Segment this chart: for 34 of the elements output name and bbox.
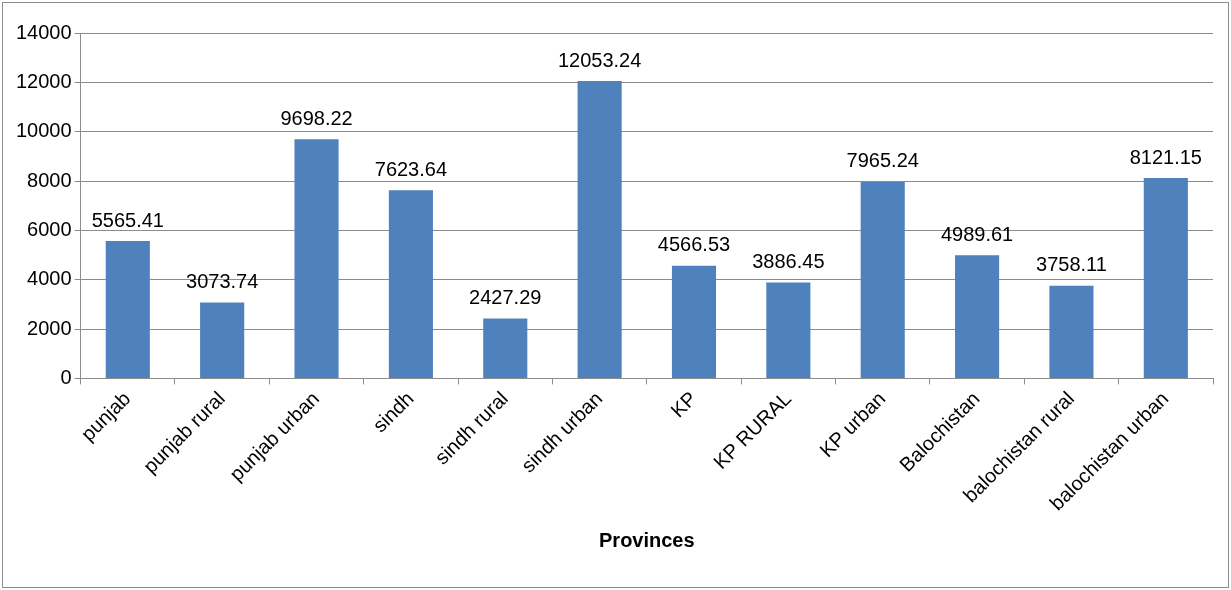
x-axis-title: Provinces [599,528,695,551]
bar [860,181,905,378]
y-tick-label: 0 [60,365,72,388]
data-label: 4566.53 [657,233,731,256]
data-label: 9698.22 [280,106,353,129]
y-tick-label: 8000 [27,168,72,191]
data-label: 3886.45 [752,250,825,273]
y-tick-label: 10000 [15,119,72,142]
bar [294,139,339,378]
data-label: 2427.29 [469,286,542,309]
bar [955,255,1000,378]
bar [388,190,433,378]
bar [1143,178,1188,378]
data-label: 3758.11 [1036,253,1107,276]
y-tick-label: 2000 [27,316,72,339]
y-tick-label: 12000 [15,69,72,92]
data-label: 5565.41 [91,208,164,231]
y-tick-label: 6000 [27,217,72,240]
bar [200,302,245,378]
bar [1049,285,1094,378]
data-label: 12053.24 [557,48,642,71]
data-label: 7965.24 [846,149,919,172]
data-label: 7623.64 [374,157,448,180]
bar [671,265,717,378]
x-tick-label: KP [666,387,701,422]
bar [577,81,622,378]
y-tick-label: 4000 [27,267,72,290]
data-label: 4989.61 [940,222,1014,245]
bar [105,241,150,378]
y-tick-label: 14000 [15,20,72,43]
data-label: 8121.15 [1129,145,1202,168]
bar [766,282,811,378]
bar [483,318,528,378]
data-label: 3073.74 [186,270,259,293]
